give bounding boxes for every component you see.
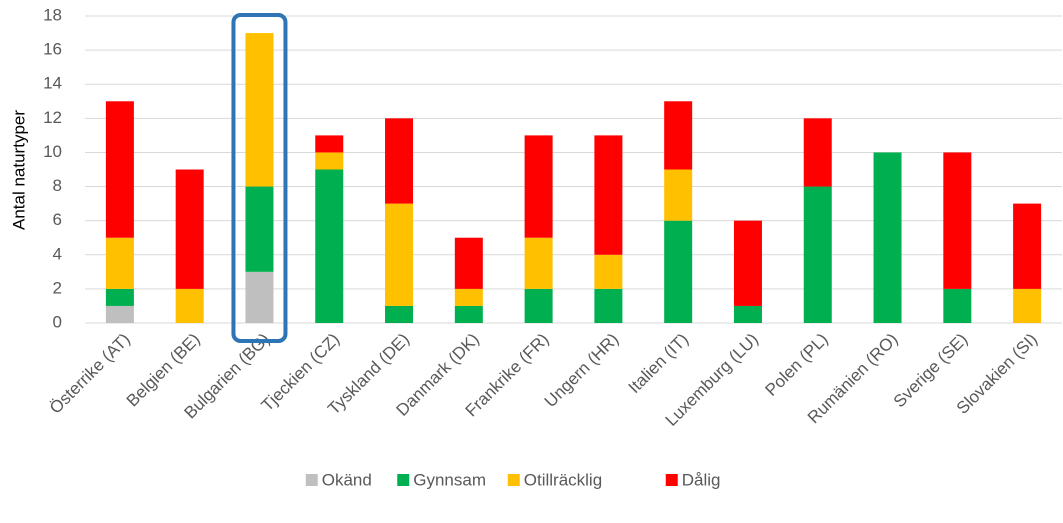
bar-segment <box>733 305 762 323</box>
y-axis-label: Antal naturtyper <box>9 110 28 230</box>
bar-segment <box>1013 288 1042 323</box>
y-tick-label: 18 <box>43 5 62 24</box>
highlight-frame <box>231 13 288 343</box>
bar-segment <box>594 288 623 323</box>
bar-segment <box>454 237 483 289</box>
bar-segment <box>105 305 134 323</box>
bar-segment <box>385 118 414 204</box>
bar-segment <box>245 186 274 272</box>
legend-swatch <box>665 474 678 486</box>
y-tick-label: 16 <box>43 40 62 59</box>
bar-segment <box>1013 203 1042 289</box>
bar-segment <box>175 169 204 289</box>
bar-segment <box>733 220 762 306</box>
bar-segment <box>105 237 134 289</box>
bar-segment <box>105 101 134 238</box>
legend-label: Okänd <box>322 470 372 489</box>
bar-segment <box>245 33 274 187</box>
y-tick-label: 4 <box>53 244 62 263</box>
bar-segment <box>943 152 972 289</box>
bar-segment <box>594 135 623 255</box>
bar-segment <box>105 288 134 306</box>
legend-swatch <box>507 474 520 486</box>
x-tick-label: Ungern (HR) <box>541 330 623 412</box>
bar-segment <box>315 152 344 170</box>
legend-swatch <box>397 474 410 486</box>
x-tick-label: Österrike (AT) <box>46 330 134 418</box>
bar-segment <box>385 203 414 306</box>
bar-segment <box>245 271 274 323</box>
y-tick-label: 6 <box>53 210 62 229</box>
bar-segment <box>664 169 693 221</box>
bar-segment <box>315 169 344 323</box>
legend-label: Gynnsam <box>413 470 486 489</box>
bar-segment <box>385 305 414 323</box>
x-tick-label: Italien (IT) <box>625 330 693 398</box>
bar-segment <box>803 186 832 323</box>
bar-segment <box>803 118 832 187</box>
bar-segment <box>524 237 553 289</box>
legend-label: Otillräcklig <box>524 470 602 489</box>
y-tick-label: 10 <box>43 142 62 161</box>
y-tick-label: 0 <box>53 312 62 331</box>
bar-segment <box>664 101 693 170</box>
bar-segment <box>454 288 483 306</box>
bar-segment <box>594 254 623 289</box>
y-tick-label: 12 <box>43 108 62 127</box>
y-tick-label: 8 <box>53 176 62 195</box>
bar-segment <box>873 152 902 323</box>
legend-label: Dålig <box>682 470 721 489</box>
bar-segment <box>524 135 553 238</box>
bar-segment <box>943 288 972 323</box>
bar-segment <box>175 288 204 323</box>
bar-segment <box>664 220 693 323</box>
bar-segment <box>454 305 483 323</box>
bar-segment <box>524 288 553 323</box>
y-tick-label: 14 <box>43 74 62 93</box>
bar-segment <box>315 135 344 153</box>
legend-swatch <box>305 474 318 486</box>
y-tick-label: 2 <box>53 278 62 297</box>
x-tick-label: Polen (PL) <box>762 330 832 400</box>
